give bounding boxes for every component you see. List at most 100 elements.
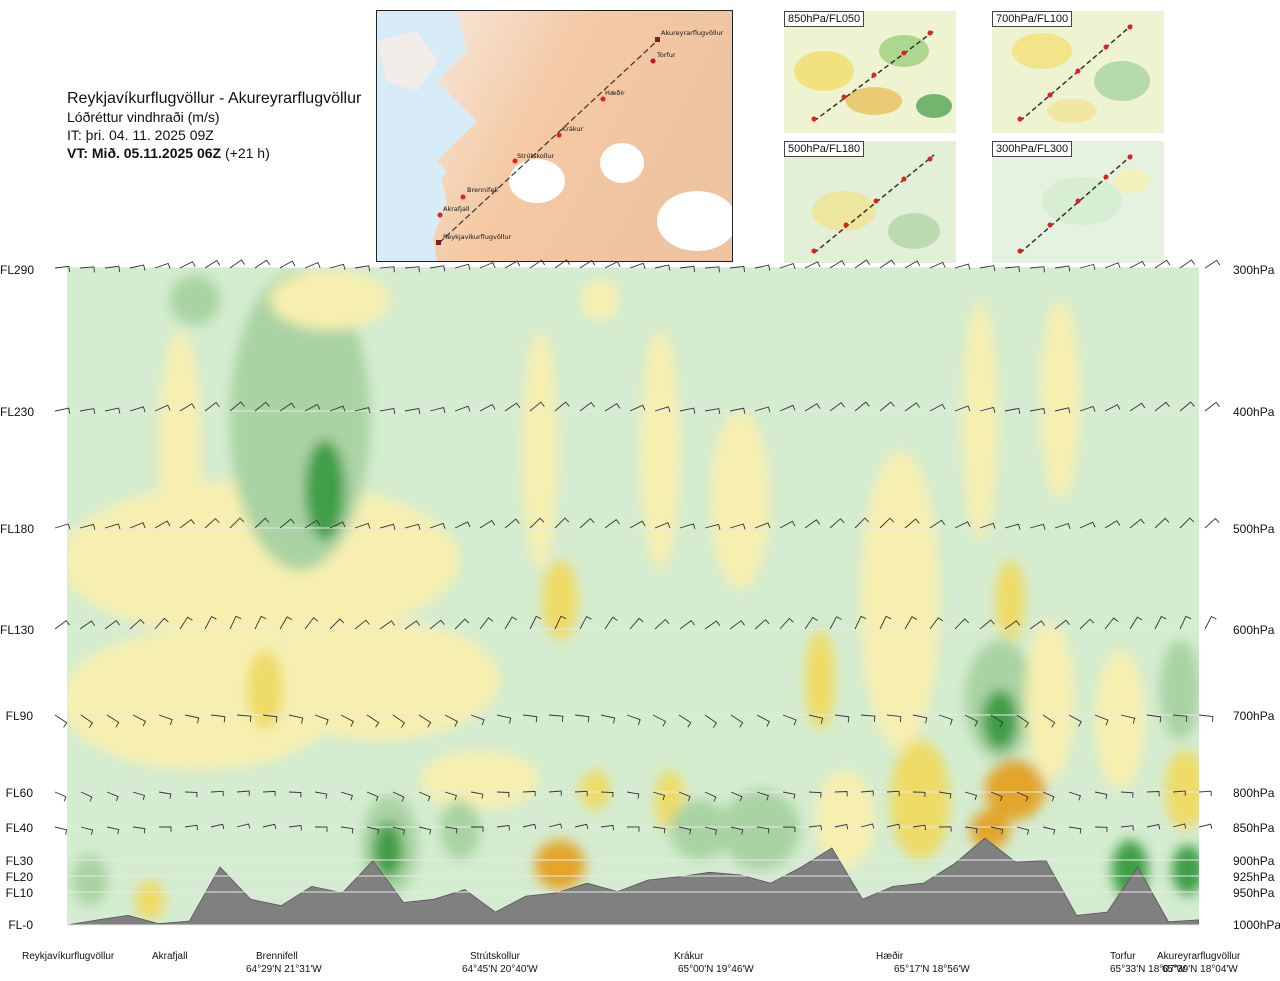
hpa-label-600: 600hPa (1233, 623, 1275, 637)
field-cell (1160, 640, 1199, 740)
field-cell (135, 880, 165, 920)
field-cell (247, 650, 283, 730)
wind-barb (1029, 620, 1045, 630)
wind-barb (340, 826, 354, 834)
station-brennifell-name: Brennifell (256, 951, 298, 962)
map-label-haedir: Hæðir (605, 89, 625, 97)
wind-barb (604, 261, 621, 269)
wind-barb (54, 826, 68, 835)
field-cell (640, 330, 680, 570)
wind-barb (1129, 616, 1143, 630)
wind-barb (704, 714, 718, 728)
field-cell (373, 822, 403, 878)
wind-barb (929, 261, 946, 269)
wind-barb (1104, 262, 1121, 269)
wind-barb (454, 263, 471, 270)
wind-barb (990, 826, 1004, 835)
wind-barb (600, 791, 614, 798)
wind-barb (979, 265, 996, 272)
field-cell (890, 740, 950, 860)
wind-barb (204, 259, 221, 269)
wind-barb (904, 518, 920, 529)
wind-barb (418, 714, 432, 728)
hpa-label-300: 300hPa (1233, 263, 1275, 277)
wind-barb (1094, 826, 1108, 833)
wind-barb (79, 523, 96, 530)
wind-barb (504, 518, 520, 529)
field-cell (970, 810, 1010, 850)
wind-barb (1120, 714, 1136, 724)
wind-barb (730, 826, 744, 835)
wind-barb (354, 522, 371, 529)
wind-barb (79, 620, 96, 630)
hpa-label-500: 500hPa (1233, 522, 1275, 536)
wind-barb (730, 714, 744, 728)
wind-barb (548, 714, 564, 722)
valid-time-offset: (+21 h) (221, 145, 270, 161)
wind-barb (1042, 714, 1056, 728)
wind-barb (679, 265, 696, 272)
terrain-profile (67, 837, 1199, 925)
wind-barb (429, 265, 446, 272)
wind-barb (204, 517, 220, 529)
map-label-torfur: Torfur (656, 51, 676, 59)
wind-barb (496, 714, 512, 724)
wind-barb (679, 407, 696, 414)
wind-barb (329, 263, 346, 270)
wind-barb (854, 259, 871, 269)
field-cell (535, 840, 585, 890)
wind-barb (314, 714, 329, 726)
map-label-strutskollur: Strútskollur (517, 152, 555, 160)
wind-field-blobs (67, 270, 1199, 920)
wind-barb (979, 522, 996, 529)
wind-barb (808, 714, 824, 724)
wind-barb (904, 260, 921, 269)
fl-label-90: FL90 (5, 709, 33, 723)
wind-barb (279, 616, 293, 630)
wind-barb (782, 714, 797, 726)
wind-barb (204, 615, 217, 630)
wind-barb (1016, 714, 1030, 728)
wind-barb (730, 791, 743, 802)
wind-barb (154, 404, 171, 412)
wind-barb (652, 791, 666, 801)
wind-barb (879, 615, 892, 630)
wind-barb (574, 714, 590, 723)
wind-barb (236, 790, 250, 796)
glacier-vatnajokull (657, 191, 732, 251)
mini-map-850-label: 850hPa/FL050 (784, 11, 865, 27)
wind-barb (279, 402, 296, 412)
station-haedir-name: Hæðir (876, 951, 904, 962)
wind-barb (1204, 517, 1220, 529)
wind-barb (729, 265, 745, 273)
valid-time: VT: Mið. 05.11.2025 06Z (+21 h) (67, 144, 361, 162)
wind-barb (479, 403, 496, 412)
wind-barb (1179, 401, 1195, 412)
mini-map-500: 500hPa/FL180 (784, 141, 956, 263)
field-cell (710, 410, 770, 590)
wind-barb (54, 523, 71, 530)
wind-barb (860, 714, 876, 722)
map-label-reykjavik: Reykjavíkurflugvöllur (443, 233, 512, 241)
wind-barb (834, 823, 849, 830)
wind-barb (1179, 517, 1195, 529)
glacier-langjokull (509, 159, 565, 203)
wind-barb (704, 408, 721, 415)
station-torfur-name: Torfur (1110, 951, 1136, 962)
wind-barb (754, 619, 770, 630)
wind-barb (379, 266, 395, 273)
mini-map-700-label: 700hPa/FL100 (992, 11, 1073, 27)
wind-barb (262, 790, 276, 797)
glacier-hofsjokull (600, 143, 644, 183)
wind-barb (879, 401, 895, 412)
wind-barb (652, 826, 666, 834)
hpa-label-850: 850hPa (1233, 821, 1275, 835)
wind-barb (379, 407, 396, 415)
wind-barb (288, 791, 302, 798)
wind-barb (929, 617, 944, 630)
wind-barb (288, 714, 304, 724)
wind-barb (404, 407, 421, 415)
wind-barb (626, 791, 640, 799)
wind-barb (756, 714, 771, 727)
